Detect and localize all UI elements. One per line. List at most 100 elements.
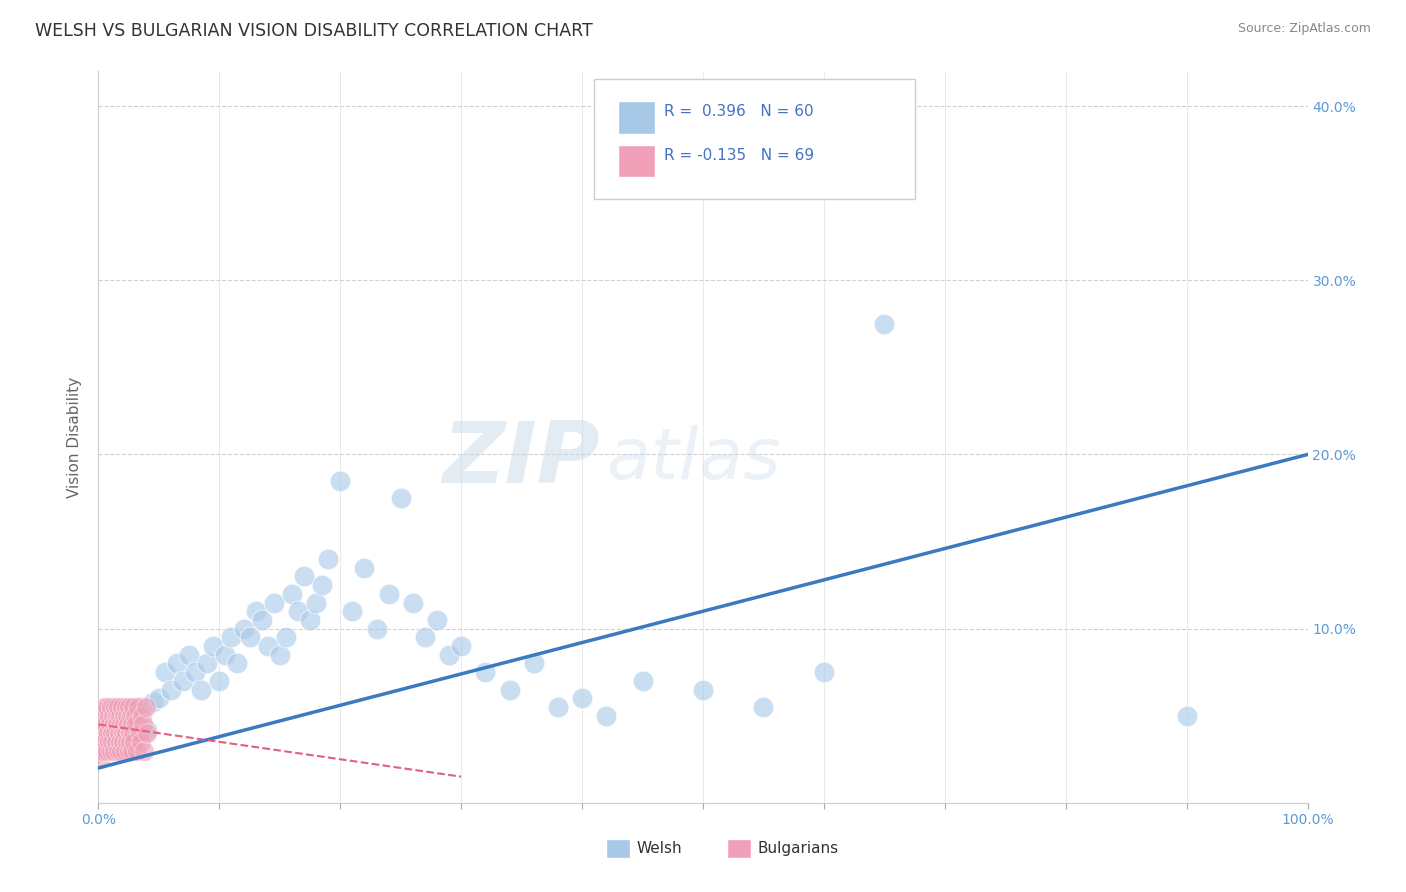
Point [311,578,333,592]
Y-axis label: Vision Disability: Vision Disability [67,376,83,498]
Point [100,743,122,757]
Point [129,700,152,714]
Text: WELSH VS BULGARIAN VISION DISABILITY CORRELATION CHART: WELSH VS BULGARIAN VISION DISABILITY COR… [35,22,593,40]
Point [1175,708,1198,723]
Point [89,752,111,766]
Point [316,552,339,566]
Point [101,708,124,723]
Point [287,604,309,618]
Point [124,730,146,744]
Point [389,491,412,505]
Point [110,717,132,731]
Point [105,726,128,740]
Point [104,726,127,740]
Point [142,695,165,709]
Point [121,717,143,731]
Point [122,700,145,714]
Point [353,560,375,574]
Point [100,735,122,749]
Point [104,700,127,714]
Point [117,708,139,723]
Point [160,682,183,697]
Point [91,743,114,757]
Point [100,726,122,740]
Point [813,665,835,680]
Point [135,700,157,714]
Point [91,717,114,731]
Point [179,648,201,662]
Point [426,613,449,627]
Point [96,700,118,714]
Point [112,735,135,749]
Point [127,743,149,757]
Point [94,735,117,749]
Point [111,717,134,731]
Point [135,723,157,737]
Point [305,595,328,609]
Point [96,717,118,731]
Point [402,595,425,609]
Point [118,708,141,723]
Point [117,717,139,731]
Point [110,743,132,757]
Point [125,717,148,731]
Point [571,691,593,706]
Bar [619,145,655,178]
Point [166,657,188,671]
Point [269,648,291,662]
Point [274,631,297,645]
Point [94,708,117,723]
Point [413,631,436,645]
Point [90,726,112,740]
Text: Bulgarians: Bulgarians [758,841,838,856]
Point [115,735,138,749]
Point [184,665,207,680]
Point [111,700,134,714]
Text: Welsh: Welsh [637,841,682,856]
Point [226,657,249,671]
Point [250,613,273,627]
Point [232,622,254,636]
Point [120,735,142,749]
Point [292,569,315,583]
Point [104,735,127,749]
Point [256,639,278,653]
Point [547,700,569,714]
Point [105,708,128,723]
Point [108,708,131,723]
Point [98,717,121,731]
Bar [619,101,655,134]
Point [89,743,111,757]
Bar [606,839,630,858]
Point [118,726,141,740]
Point [122,726,145,740]
Point [107,700,129,714]
Point [114,700,136,714]
Point [93,700,115,714]
Point [239,631,262,645]
Point [108,726,131,740]
Point [172,673,194,688]
Point [115,726,138,740]
Point [112,708,135,723]
Point [692,682,714,697]
Point [595,708,617,723]
Point [195,657,218,671]
Point [129,735,152,749]
Point [118,743,141,757]
FancyBboxPatch shape [595,78,915,200]
Point [120,708,142,723]
Point [121,743,143,757]
Point [135,726,157,740]
Point [202,639,225,653]
Point [329,474,352,488]
Point [96,743,118,757]
Point [342,604,364,618]
Point [118,700,141,714]
Point [134,743,156,757]
Text: R =  0.396   N = 60: R = 0.396 N = 60 [664,104,814,120]
Point [105,717,128,731]
Point [131,708,153,723]
Point [190,682,212,697]
Point [281,587,304,601]
